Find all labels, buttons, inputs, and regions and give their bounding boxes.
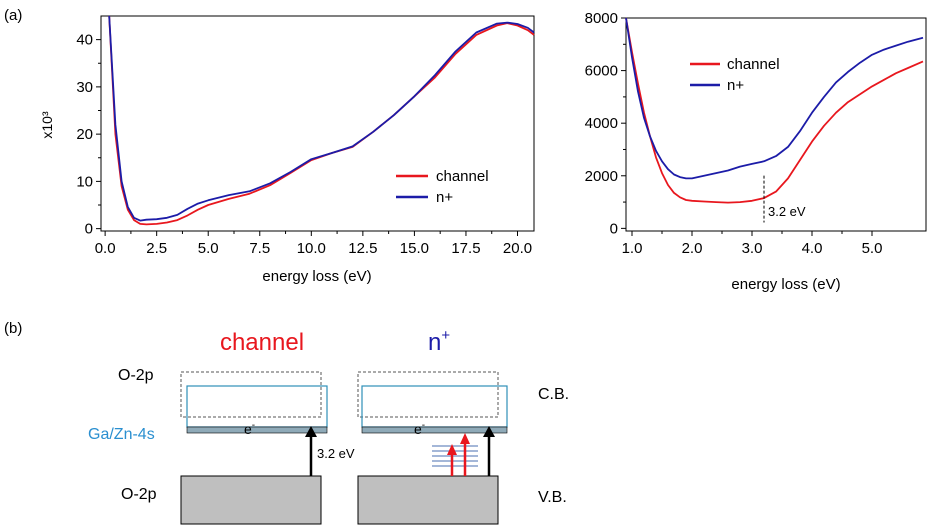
- channel-cb-box: [186, 385, 328, 428]
- y-tick-label: 30: [76, 79, 93, 96]
- x-tick-label: 2.0: [682, 240, 703, 257]
- label-o2p-bottom: O-2p: [121, 486, 157, 503]
- y-tick-label: 6000: [585, 63, 618, 80]
- label-vb: V.B.: [538, 489, 567, 506]
- channel-o2p-dashed-box: [180, 371, 322, 418]
- nplus-gap-arrowhead: [483, 426, 495, 437]
- nplus-gap-states: [432, 445, 478, 467]
- nplus-cb-box: [361, 385, 508, 428]
- nplus-electron-label: e-: [414, 420, 425, 437]
- x-tick-label: 3.0: [742, 240, 763, 257]
- x-tick-label: 1.0: [622, 240, 643, 257]
- series-line-nplus: [108, 15, 535, 222]
- chart-right: 1.0 2.0 3.0 4.0 5.0 0 2000 4000 6000 8000 3.2 eV…: [585, 10, 927, 293]
- y-tick-label: 2000: [585, 168, 618, 185]
- chart-left-xlabel: energy loss (eV): [262, 268, 371, 285]
- panel-label-a: (a): [4, 7, 22, 24]
- nplus-red-arrowhead-2: [460, 433, 470, 444]
- x-tick-label: 5.0: [862, 240, 883, 257]
- channel-electron-label: e-: [244, 420, 255, 437]
- nplus-electron-sup: -: [422, 420, 425, 431]
- title-nplus-sup: +: [441, 327, 450, 344]
- x-tick-label: 4.0: [802, 240, 823, 257]
- chart-right-series: [625, 17, 924, 204]
- chart-left-x-ticks: 0.0 2.5 5.0 7.5 10.0 12.5 15.0 17.5 20.0: [95, 231, 532, 257]
- legend-left-nplus-label: n+: [436, 189, 453, 206]
- chart-left-series: [108, 15, 535, 226]
- channel-ga-zn-band: [186, 426, 328, 434]
- nplus-vb-block: [357, 475, 499, 525]
- series-line-channel: [625, 17, 924, 204]
- chart-right-y-ticks: 0 2000 4000 6000 8000: [585, 10, 626, 237]
- chart-right-legend: channel n+: [690, 56, 780, 94]
- nplus-o2p-dashed-box: [357, 371, 499, 418]
- channel-gap-arrowhead: [305, 426, 317, 437]
- band-diagram: channel n+ O-2p Ga/Zn-4s O-2p C.B. V.B. …: [88, 327, 569, 525]
- chart-left-ylabel: x10³: [39, 111, 55, 139]
- y-tick-label: 20: [76, 126, 93, 143]
- channel-gap-label: 3.2 eV: [317, 446, 355, 461]
- title-channel: channel: [220, 329, 304, 356]
- chart-left: 0.0 2.5 5.0 7.5 10.0 12.5 15.0 17.5 20.0 0 10 20 30…: [39, 15, 535, 285]
- x-tick-label: 2.5: [146, 240, 167, 257]
- chart-right-x-ticks: 1.0 2.0 3.0 4.0 5.0: [622, 231, 883, 257]
- x-tick-label: 7.5: [249, 240, 270, 257]
- y-tick-label: 40: [76, 32, 93, 49]
- title-nplus-base: n: [428, 329, 441, 356]
- y-tick-label: 0: [85, 221, 93, 238]
- legend-left-channel-label: channel: [436, 168, 489, 185]
- x-tick-label: 20.0: [503, 240, 532, 257]
- chart-right-annotation-label: 3.2 eV: [768, 204, 806, 219]
- x-tick-label: 0.0: [95, 240, 116, 257]
- nplus-electron-base: e: [414, 421, 422, 437]
- channel-electron-sup: -: [252, 420, 255, 431]
- y-tick-label: 4000: [585, 115, 618, 132]
- channel-vb-block: [180, 475, 322, 525]
- chart-left-legend: channel n+: [396, 168, 489, 206]
- channel-electron-base: e: [244, 421, 252, 437]
- chart-left-frame: [100, 15, 535, 232]
- y-tick-label: 10: [76, 173, 93, 190]
- x-tick-label: 15.0: [400, 240, 429, 257]
- nplus-ga-zn-band: [361, 426, 508, 434]
- x-tick-label: 12.5: [348, 240, 377, 257]
- label-cb: C.B.: [538, 386, 569, 403]
- chart-right-frame: [625, 17, 927, 232]
- y-tick-label: 8000: [585, 10, 618, 27]
- chart-right-xlabel: energy loss (eV): [731, 276, 840, 293]
- x-tick-label: 5.0: [198, 240, 219, 257]
- label-ga-zn-4s: Ga/Zn-4s: [88, 426, 155, 443]
- y-tick-label: 0: [610, 220, 618, 237]
- legend-right-channel-label: channel: [727, 56, 780, 73]
- label-o2p-top: O-2p: [118, 367, 154, 384]
- nplus-red-arrowhead-1: [447, 444, 457, 455]
- panel-label-b: (b): [4, 320, 22, 337]
- x-tick-label: 10.0: [297, 240, 326, 257]
- title-nplus: n+: [428, 327, 450, 356]
- series-line-channel: [108, 15, 535, 226]
- x-tick-label: 17.5: [451, 240, 480, 257]
- series-line-nplus: [625, 17, 924, 180]
- chart-left-y-ticks: 0 10 20 30 40: [76, 32, 101, 238]
- legend-right-nplus-label: n+: [727, 77, 744, 94]
